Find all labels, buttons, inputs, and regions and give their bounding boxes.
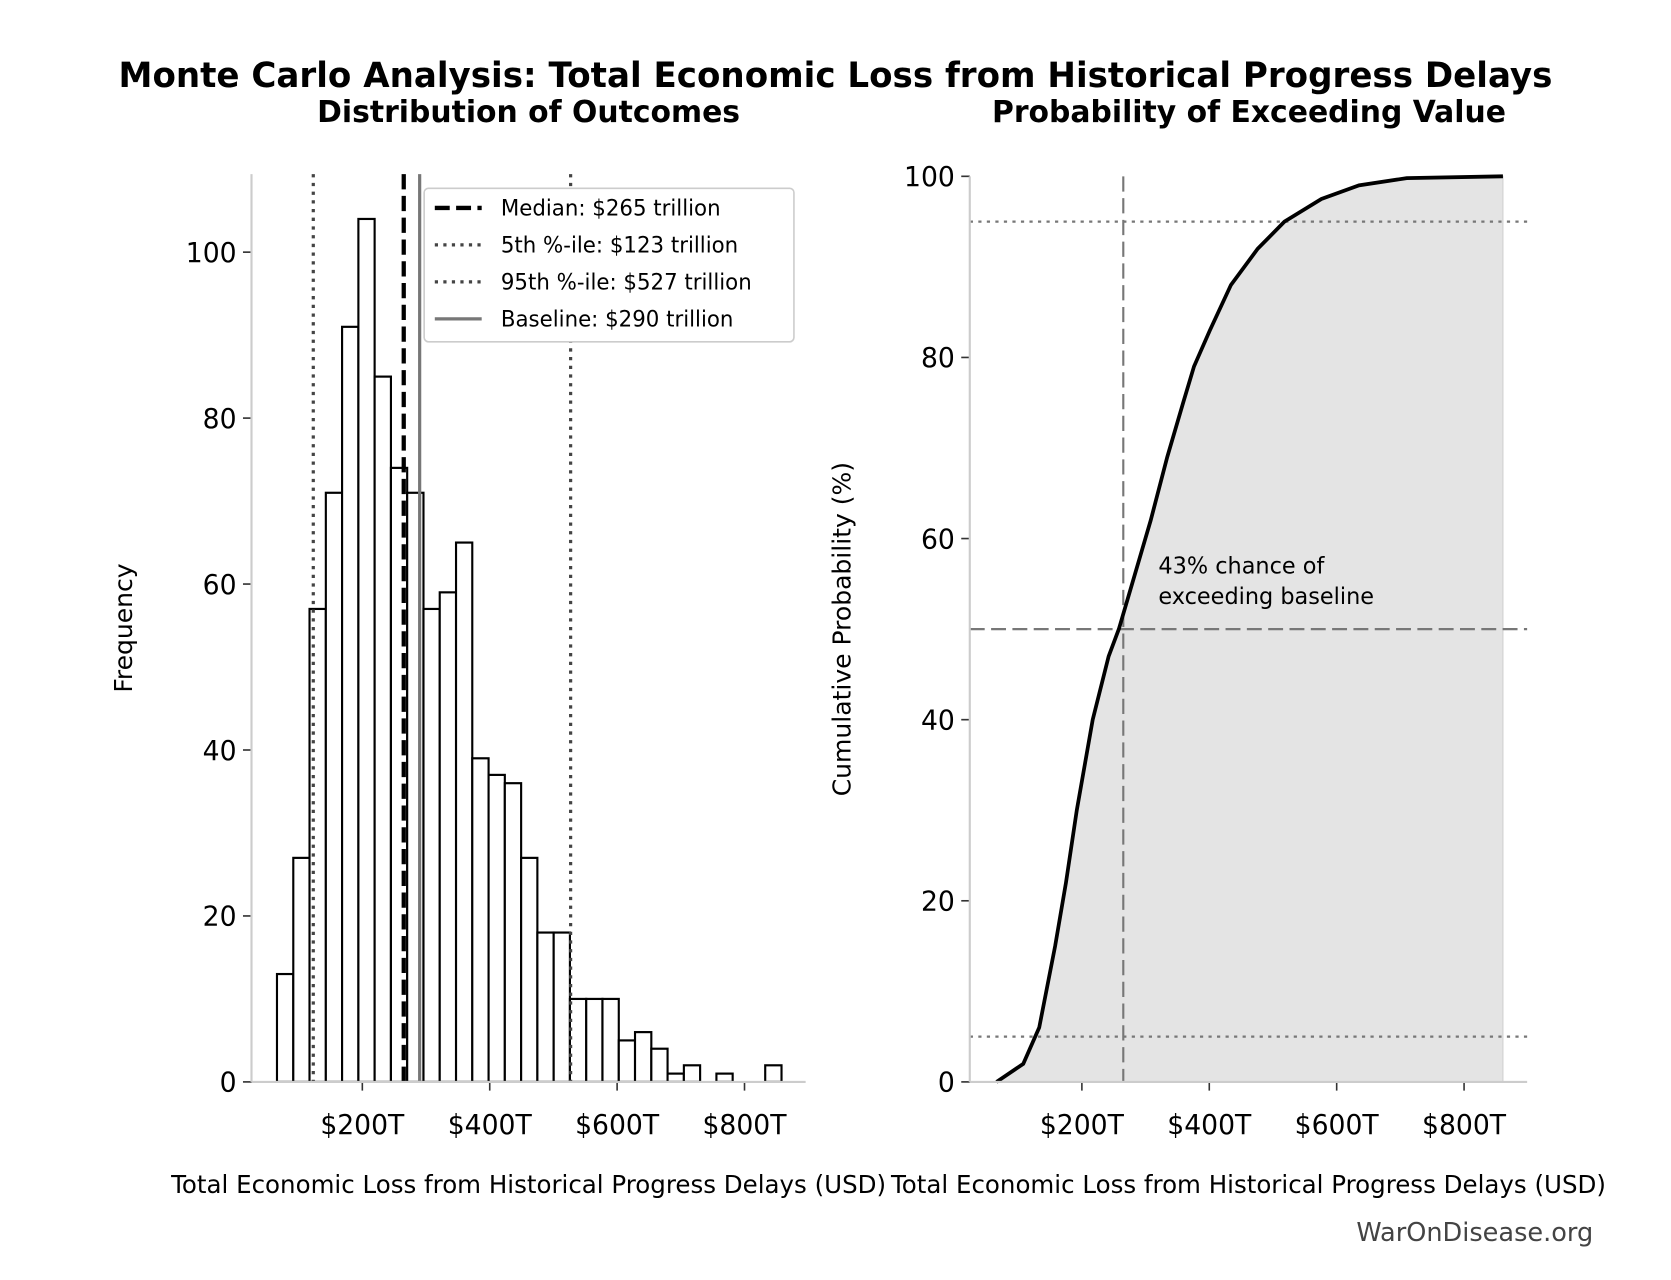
bar (357, 217, 376, 1083)
bar (682, 1064, 702, 1083)
subplot-title: Probability of Exceeding Value (992, 95, 1506, 130)
y-tick-label: 100 (186, 238, 237, 269)
x-tick-label: $400T (1167, 1110, 1252, 1141)
bar (633, 1031, 653, 1083)
y-tick-label: 0 (220, 1067, 237, 1098)
y-tick-label: 60 (203, 570, 237, 601)
y-tick-label: 40 (203, 736, 237, 767)
x-tick-label: $800T (703, 1110, 788, 1141)
y-tick-label: 80 (921, 343, 955, 374)
y-axis-label: Frequency (109, 563, 138, 692)
legend-box (423, 187, 795, 343)
bar (471, 757, 490, 1083)
bar (552, 931, 571, 1083)
x-tick-label: $800T (1422, 1110, 1507, 1141)
y-tick-label: 0 (938, 1067, 955, 1098)
bar (292, 856, 311, 1083)
x-tick-label: $200T (320, 1110, 405, 1141)
line (995, 174, 1503, 1084)
bar (503, 782, 523, 1083)
annotation: exceeding baseline (1158, 584, 1374, 610)
y-axis-label: Cumulative Probability (%) (828, 462, 857, 796)
bar (601, 997, 620, 1083)
bar (536, 931, 555, 1083)
legend-label: Median: $265 trillion (501, 196, 721, 221)
x-axis-label: Total Economic Loss from Historical Prog… (890, 1170, 1606, 1199)
bar (666, 1072, 685, 1083)
x-axis-label: Total Economic Loss from Historical Prog… (170, 1170, 886, 1199)
bar (487, 773, 506, 1083)
bar (585, 997, 604, 1083)
bar (568, 997, 588, 1083)
bar (650, 1047, 669, 1083)
footer: WarOnDisease.org (1356, 1218, 1593, 1248)
y-tick-label: 20 (921, 886, 955, 917)
bar (438, 591, 458, 1083)
bar (324, 491, 344, 1083)
x-tick-label: $600T (575, 1110, 660, 1141)
bar (373, 375, 392, 1083)
bar (520, 856, 539, 1083)
y-tick-label: 100 (904, 162, 955, 193)
bar (764, 1064, 783, 1083)
bar (275, 972, 295, 1083)
legend-label: 95th %-ile: $527 trillion (501, 270, 752, 295)
figure-title: Monte Carlo Analysis: Total Economic Los… (119, 56, 1553, 96)
y-tick-label: 80 (203, 404, 237, 435)
y-tick-label: 40 (921, 705, 955, 736)
legend-label: Baseline: $290 trillion (501, 307, 734, 332)
annotation: 43% chance of (1158, 553, 1325, 579)
bar (617, 1039, 637, 1083)
x-tick-label: $400T (448, 1110, 533, 1141)
bar (422, 607, 441, 1083)
bar (454, 541, 474, 1083)
x-tick-label: $200T (1040, 1110, 1125, 1141)
bar (341, 325, 360, 1083)
y-tick-label: 60 (921, 524, 955, 555)
subplot-title: Distribution of Outcomes (317, 95, 740, 130)
y-tick-label: 20 (203, 901, 237, 932)
x-tick-label: $600T (1295, 1110, 1380, 1141)
bar (715, 1072, 734, 1083)
legend-label: 5th %-ile: $123 trillion (501, 233, 738, 258)
